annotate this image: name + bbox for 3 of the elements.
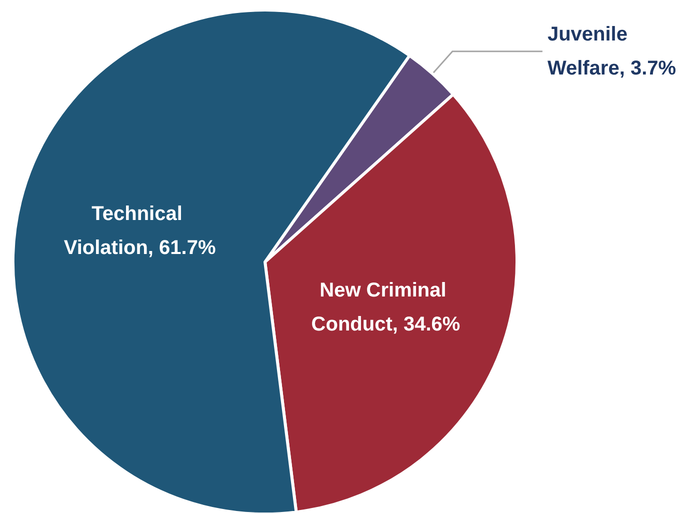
slice-label: Juvenile Welfare, 3.7% bbox=[547, 23, 676, 80]
slice-label: Technical Violation, 61.7% bbox=[64, 202, 216, 259]
slice-label: New Criminal Conduct, 34.6% bbox=[311, 279, 460, 336]
